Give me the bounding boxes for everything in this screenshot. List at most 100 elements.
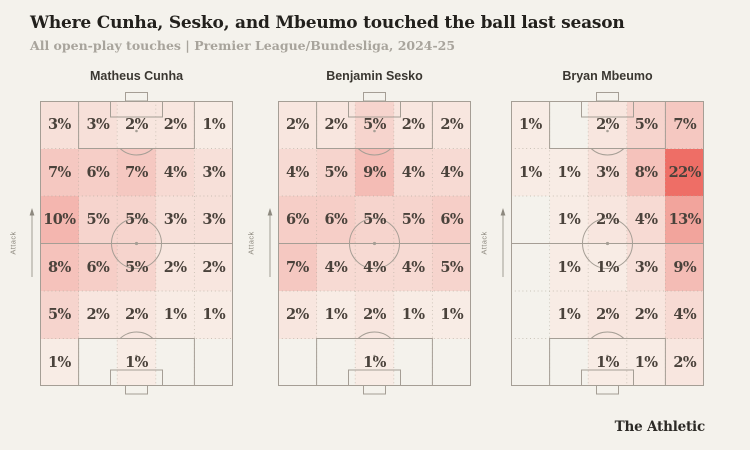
- cell-value: 2%: [125, 116, 148, 134]
- heat-cell: 1%: [549, 291, 589, 339]
- cell-value: 4%: [440, 163, 464, 181]
- heat-cell: 7%: [117, 148, 156, 196]
- cell-value: 5%: [86, 211, 110, 229]
- heat-cell: 2%: [588, 101, 627, 149]
- heat-cell: 7%: [278, 243, 317, 291]
- cell-value: 2%: [596, 306, 619, 324]
- cell-value: 2%: [596, 211, 619, 229]
- cell-value: 1%: [47, 353, 71, 371]
- heat-cell: 1%: [194, 101, 233, 149]
- cell-value: 1%: [557, 163, 581, 181]
- heat-cell: 1%: [355, 338, 394, 386]
- cell-value: 1%: [202, 116, 226, 134]
- heat-cell: 5%: [355, 196, 394, 244]
- cell-value: 7%: [673, 116, 697, 134]
- cell-value: 2%: [324, 116, 348, 134]
- heat-cell: 6%: [316, 196, 356, 244]
- heat-cell: 1%: [511, 148, 550, 196]
- heat-cell: 4%: [665, 291, 704, 339]
- attack-label: Attack: [246, 231, 256, 255]
- heat-cell: [550, 101, 589, 149]
- heat-cell: 9%: [355, 148, 394, 196]
- heat-cell: 2%: [355, 291, 394, 339]
- heat-cell: 1%: [40, 338, 79, 386]
- cell-value: 7%: [285, 258, 309, 276]
- heat-cell: 7%: [40, 148, 79, 196]
- cell-value: 10%: [43, 211, 76, 229]
- cell-value: 3%: [86, 116, 110, 134]
- heat-cell: 1%: [511, 101, 550, 149]
- heat-cell: 6%: [432, 196, 471, 244]
- heat-cell: 1%: [549, 148, 589, 196]
- cell-value: 1%: [125, 353, 148, 371]
- pitch-chart-mbeumo: Bryan Mbeumo Attack 1% 2% 5% 7% 1% 1% 3% 8% 22% 1…: [480, 69, 704, 395]
- cell-value: 1%: [202, 306, 226, 324]
- heatmap-grid: 3% 3% 2% 2% 1% 7% 6% 7% 4% 3% 10% 5% 5% 3% 3% 8% 6% 5% 2% 2…: [40, 101, 233, 386]
- heat-cell: 5%: [355, 101, 394, 149]
- heat-cell: [317, 339, 356, 387]
- heat-cell: 2%: [626, 291, 666, 339]
- cell-value: 2%: [440, 116, 464, 134]
- page-subtitle: All open-play touches | Premier League/B…: [30, 38, 456, 53]
- cell-value: 4%: [401, 163, 425, 181]
- heat-cell: [79, 339, 118, 387]
- heat-cell: 1%: [549, 196, 589, 244]
- heatmap-grid: 2% 2% 5% 2% 2% 4% 5% 9% 4% 4% 6% 6% 5% 5% 6% 7% 4% 4% 4% 5%…: [278, 101, 471, 386]
- heat-cell: 1%: [393, 291, 433, 339]
- cell-value: 1%: [363, 353, 386, 371]
- pitch-chart-cunha: Matheus Cunha Attack 3% 3% 2% 2% 1% 7% 6% 7% 4% 3…: [9, 69, 233, 395]
- cell-value: 1%: [518, 163, 542, 181]
- heat-cell: 5%: [626, 101, 666, 149]
- player-name-mbeumo: Bryan Mbeumo: [562, 69, 653, 83]
- cell-value: 7%: [125, 163, 148, 181]
- cell-value: 13%: [668, 211, 702, 229]
- heat-cell: 1%: [117, 338, 156, 386]
- heat-cell: 6%: [78, 243, 118, 291]
- attack-label: Attack: [479, 231, 489, 255]
- cell-value: 22%: [668, 163, 702, 181]
- heat-cell: [432, 339, 471, 387]
- heat-cell: 9%: [665, 243, 704, 291]
- heat-cell: 2%: [316, 101, 356, 149]
- heat-cell: [278, 339, 317, 387]
- cell-value: 8%: [634, 163, 658, 181]
- cell-value: 5%: [125, 211, 148, 229]
- pitch-chart-sesko: Benjamin Sesko Attack 2% 2% 5% 2% 2% 4% 5% 9% 4%…: [247, 69, 471, 395]
- heat-cell: [511, 291, 550, 339]
- heat-cell: [511, 339, 550, 387]
- cell-value: 1%: [401, 306, 425, 324]
- heat-cell: [394, 339, 433, 387]
- attack-indicator: Attack: [9, 207, 38, 279]
- heat-cell: 1%: [549, 243, 589, 291]
- heat-cell: 13%: [665, 196, 704, 244]
- cell-value: 1%: [440, 306, 464, 324]
- heat-cell: 4%: [393, 243, 433, 291]
- brand-logo: The Athletic: [614, 419, 706, 435]
- cell-value: 7%: [47, 163, 71, 181]
- heat-cell: 6%: [78, 148, 118, 196]
- player-name-cunha: Matheus Cunha: [89, 69, 184, 83]
- heat-cell: 5%: [117, 196, 156, 244]
- heat-cell: 5%: [393, 196, 433, 244]
- heat-cell: [194, 339, 233, 387]
- heat-cell: 3%: [194, 148, 233, 196]
- heat-cell: 8%: [626, 148, 666, 196]
- cell-value: 4%: [285, 163, 309, 181]
- cell-value: 1%: [518, 116, 542, 134]
- cell-value: 8%: [47, 258, 71, 276]
- heat-cell: 2%: [194, 243, 233, 291]
- heat-cell: 4%: [316, 243, 356, 291]
- heat-cell: 2%: [278, 291, 317, 339]
- cell-value: 6%: [285, 211, 309, 229]
- cell-value: 2%: [125, 306, 148, 324]
- cell-value: 4%: [401, 258, 425, 276]
- heat-cell: 5%: [432, 243, 471, 291]
- cell-value: 3%: [163, 211, 187, 229]
- cell-value: 2%: [86, 306, 110, 324]
- cell-value: 1%: [596, 258, 619, 276]
- cell-value: 1%: [557, 306, 581, 324]
- cell-value: 6%: [440, 211, 464, 229]
- heat-cell: 6%: [278, 196, 317, 244]
- cell-value: 3%: [47, 116, 71, 134]
- cell-value: 1%: [634, 353, 658, 371]
